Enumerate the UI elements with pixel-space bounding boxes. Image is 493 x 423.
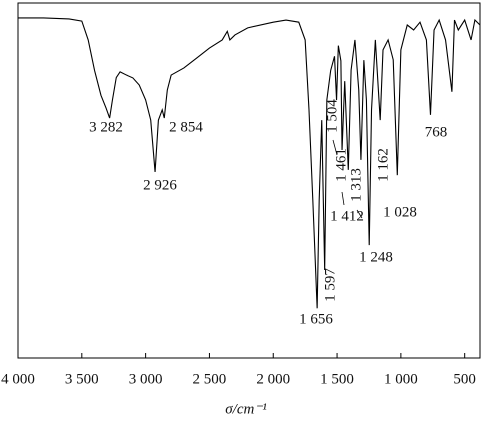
peak-label: 1 461 [333,148,349,182]
peak-label: 1 162 [375,148,391,182]
peak-label: 1 504 [324,99,340,133]
peak-label: 1 313 [348,168,364,202]
leader-line [356,209,363,219]
leader-line [332,139,338,156]
peak-label: 1 248 [359,249,393,265]
peak-label: 1 656 [299,311,333,327]
peak-label: 1 028 [383,204,417,220]
peak-label: 1 597 [322,268,338,302]
peak-label: 1 412 [330,208,364,224]
peak-label: 768 [425,124,448,140]
x-tick-label: 2 000 [256,371,290,387]
x-axis-label: σ/cm⁻¹ [225,401,267,417]
peak-label: 2 926 [143,177,177,193]
x-tick-label: 3 000 [129,371,163,387]
x-tick-label: 1 000 [384,371,418,387]
x-tick-label: 2 500 [193,371,227,387]
peak-label: 2 854 [169,119,203,135]
x-tick-label: 3 500 [65,371,99,387]
peak-label: 3 282 [89,119,123,135]
plot-frame [17,2,481,359]
x-tick-label: 500 [453,371,476,387]
leader-line [341,191,345,206]
spectrum-line [18,17,481,309]
x-tick-label: 4 000 [1,371,35,387]
x-tick-label: 1 500 [320,371,354,387]
